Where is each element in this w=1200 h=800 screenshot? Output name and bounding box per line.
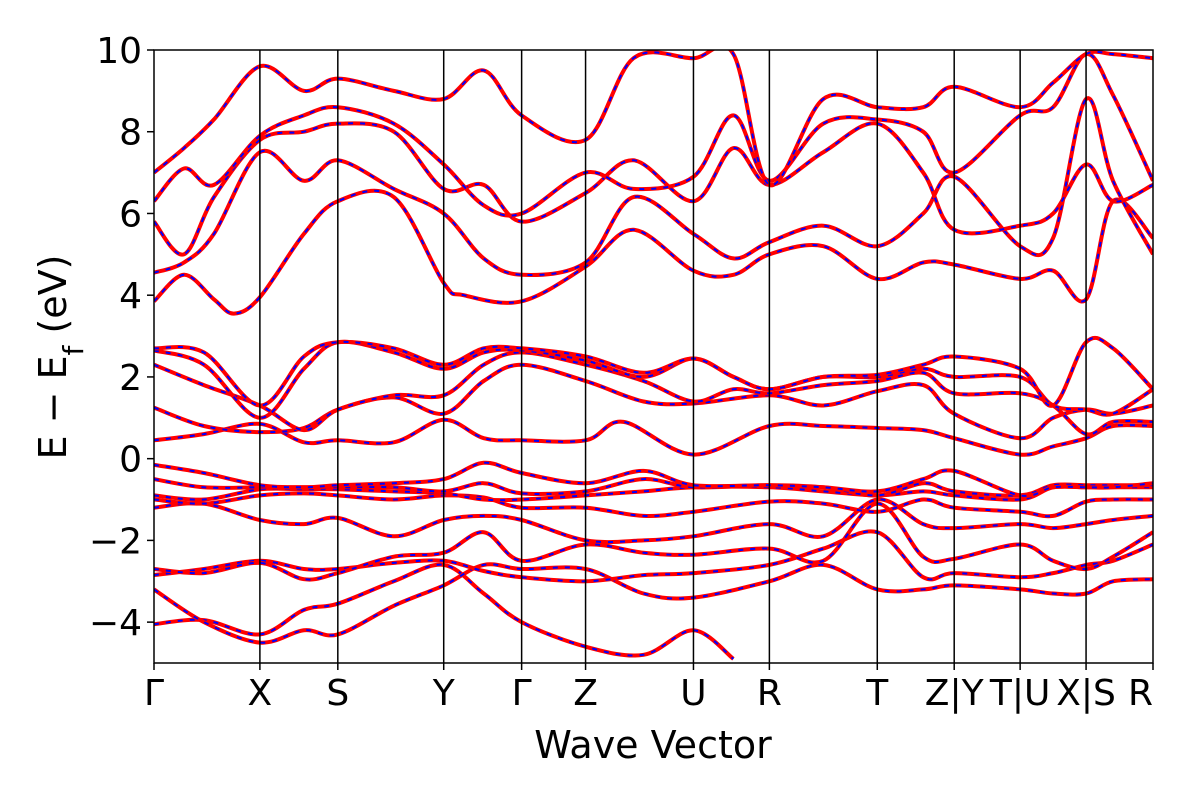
band-line-17	[154, 52, 1153, 218]
x-tick-label-3: Y	[432, 673, 456, 714]
x-tick-label-1: X	[248, 673, 273, 714]
y-tick-label-7: 10	[96, 31, 142, 72]
band-line-dashed-8	[154, 461, 1153, 497]
x-tick-label-7: R	[757, 673, 782, 714]
x-tick-label-6: U	[680, 673, 706, 714]
y-tick-label-0: −4	[89, 603, 142, 644]
band-line-9	[154, 417, 1153, 457]
band-line-dashed-4	[154, 498, 1153, 544]
band-line-dashed-5	[154, 492, 1153, 518]
y-tick-label-5: 6	[119, 194, 142, 235]
band-line-dashed-10	[154, 363, 1153, 440]
plot-frame	[153, 49, 1154, 664]
x-axis: Γ X S Y Γ Z U R T Z|Y T|U X|S R	[144, 663, 1154, 714]
band-line-dashed-15	[154, 97, 1153, 276]
y-tick-label-3: 2	[119, 358, 142, 399]
y-tick-label-4: 4	[119, 276, 142, 317]
x-tick-label-11: X|S	[1056, 673, 1116, 714]
band-line-12	[154, 339, 1153, 420]
x-tick-label-9: Z|Y	[925, 673, 985, 714]
x-tick-label-0: Γ	[144, 673, 164, 714]
bands-layer	[154, 50, 1153, 661]
band-line-dashed-18	[154, 50, 1153, 187]
band-line-14	[154, 188, 1153, 316]
x-tick-label-4: Γ	[512, 673, 532, 714]
x-axis-label: Wave Vector	[534, 723, 772, 767]
x-tick-label-5: Z	[573, 673, 598, 714]
y-axis-label-sub: f	[57, 344, 90, 355]
band-line-dashed-12	[154, 340, 1153, 419]
band-line-dashed-1	[154, 563, 1153, 644]
y-axis-label-main: E − E	[31, 355, 75, 459]
band-line-dashed-17	[154, 53, 1153, 217]
band-line-dashed-3	[154, 502, 1153, 581]
y-axis: −4 −2 0 2 4 6 8 10	[89, 31, 154, 644]
band-line-13	[154, 335, 1153, 408]
y-axis-label: E − Ef (eV)	[31, 255, 90, 460]
band-line-dashed-2	[154, 530, 1153, 583]
y-tick-label-1: −2	[89, 521, 142, 562]
band-line-dashed-16	[154, 122, 1153, 256]
band-line-15	[154, 96, 1153, 277]
band-line-dashed-14	[154, 189, 1153, 315]
x-tick-label-8: T	[865, 673, 889, 714]
x-tick-label-2: S	[326, 673, 349, 714]
kpoint-lines	[259, 50, 1087, 663]
band-line-dashed-11	[154, 351, 1153, 436]
band-line-4	[154, 497, 1153, 545]
x-tick-label-10: T|U	[989, 673, 1050, 714]
y-axis-label-unit: (eV)	[31, 255, 75, 346]
y-tick-label-2: 0	[119, 440, 142, 481]
y-tick-label-6: 8	[119, 113, 142, 154]
x-tick-label-12: R	[1128, 673, 1153, 714]
